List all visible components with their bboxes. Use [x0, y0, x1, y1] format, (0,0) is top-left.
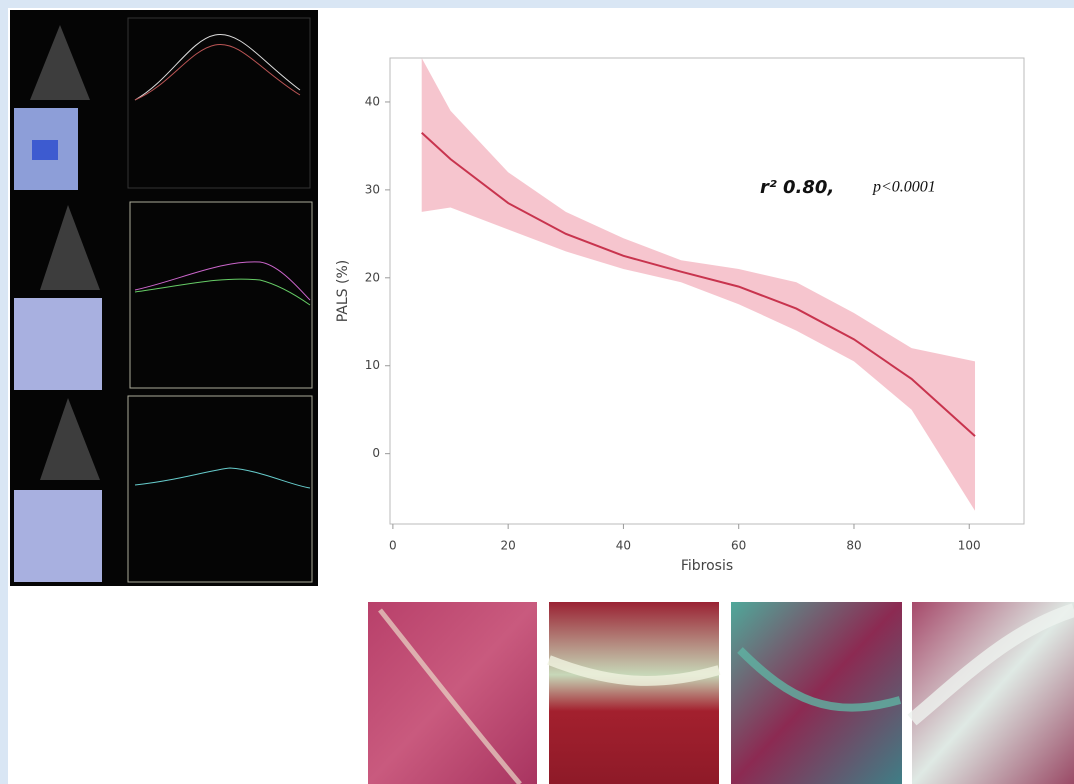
y-tick-label: 40	[365, 94, 380, 108]
y-tick-label: 10	[365, 358, 380, 372]
fit-line	[421, 131, 976, 437]
x-tick-label: 40	[616, 539, 631, 553]
y-tick-label: 20	[365, 270, 380, 284]
x-axis-title: Fibrosis	[681, 558, 733, 574]
echo-panel	[10, 10, 318, 586]
x-tick-label: 60	[731, 539, 746, 553]
p-annotation: p<0.0001	[872, 179, 936, 196]
confidence-band	[421, 58, 976, 511]
y-tick-label: 0	[372, 446, 380, 460]
x-tick-label: 100	[958, 539, 981, 553]
y-tick-label: 30	[365, 182, 380, 196]
x-tick-label: 0	[389, 539, 397, 553]
r2-annotation: r² 0.80,	[760, 177, 834, 198]
x-tick-label: 80	[846, 539, 861, 553]
y-axis-title: PALS (%)	[335, 260, 351, 323]
histology-images	[368, 602, 1074, 784]
x-tick-label: 20	[501, 539, 516, 553]
